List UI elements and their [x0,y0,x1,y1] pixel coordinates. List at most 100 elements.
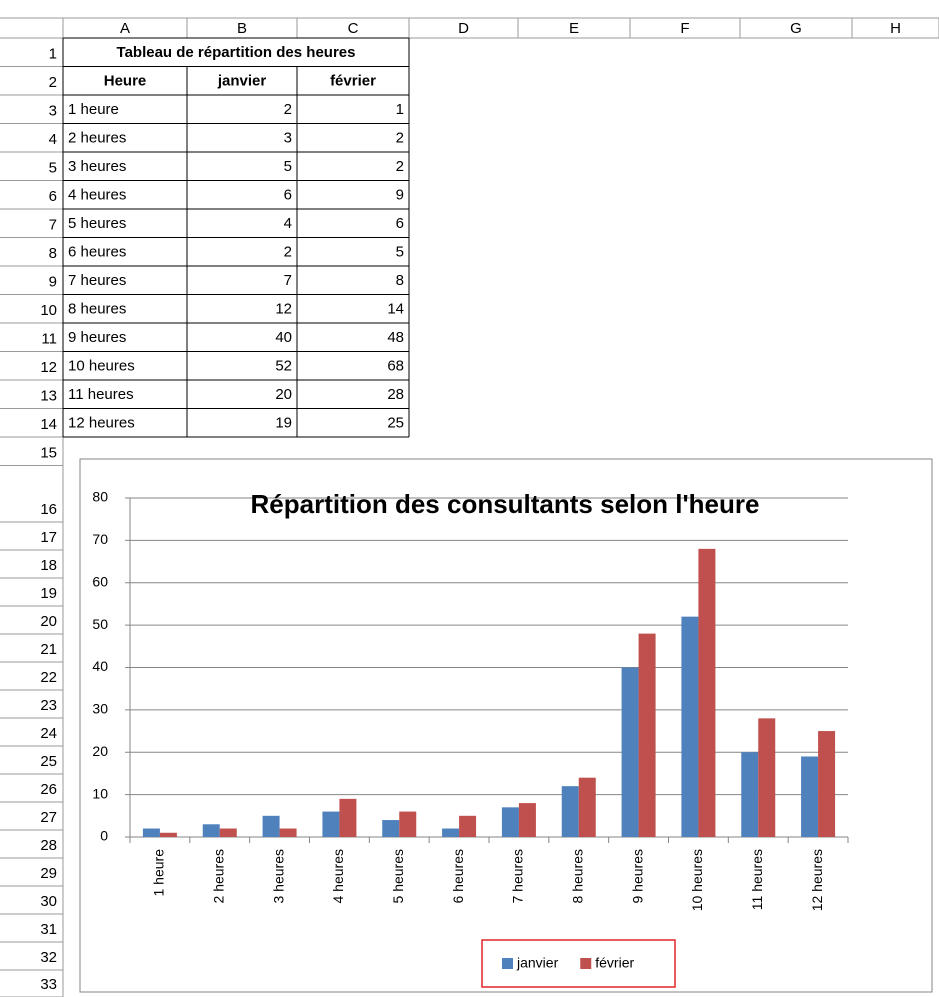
table-title: Tableau de répartition des heures [117,44,356,61]
table-cell: 6 heures [68,244,126,261]
bar [698,548,716,837]
x-tick-label: 10 heures [689,849,705,911]
bar [801,756,819,837]
y-tick-label: 20 [92,743,108,759]
row-header: 11 [41,330,57,347]
table-cell: 2 [396,130,404,147]
row-header: 15 [40,444,57,461]
column-header: C [348,20,359,37]
table-cell: 2 [284,101,292,118]
x-tick-label: 2 heures [210,849,226,903]
x-tick-label: 11 heures [749,849,765,910]
table-cell: 52 [275,358,292,375]
table-cell: 3 heures [68,158,126,175]
bar [142,828,160,837]
bar [561,786,579,837]
y-tick-label: 0 [100,828,108,844]
table-cell: 10 heures [68,358,135,375]
row-header: 30 [40,893,57,910]
x-tick-label: 6 heures [450,849,466,903]
table-cell: 4 [284,215,292,232]
table-cell: 12 [275,301,292,318]
bar [818,731,836,837]
x-tick-label: 1 heure [151,849,167,897]
table-cell: 2 [284,244,292,261]
table-cell: 28 [387,386,404,403]
row-header: 14 [40,416,57,433]
table-cell: 9 [396,187,404,204]
y-tick-label: 60 [92,573,108,589]
row-header: 13 [40,387,57,404]
table-cell: 48 [387,329,404,346]
x-tick-label: 7 heures [510,849,526,903]
column-header: D [458,20,469,37]
table-cell: 2 heures [68,130,126,147]
row-header: 21 [40,641,57,658]
bar [382,820,400,837]
y-tick-label: 40 [92,658,108,674]
table-cell: 1 heure [68,101,119,118]
table-cell: 6 [284,187,292,204]
table-cell: 19 [275,415,292,432]
bar [758,718,776,837]
table-header: Heure [104,73,147,90]
row-header: 3 [49,102,57,119]
y-tick-label: 50 [92,616,108,632]
bar [159,832,177,837]
legend-label: février [595,955,634,971]
bar [279,828,297,837]
legend-swatch [580,958,592,969]
column-header: B [237,20,247,37]
table-cell: 2 [396,158,404,175]
bar [442,828,460,837]
table-cell: 4 heures [68,187,126,204]
column-header: G [790,20,802,37]
row-header: 20 [40,613,57,630]
table-cell: 14 [387,301,404,318]
row-header: 7 [49,216,57,233]
bar [578,777,596,837]
bar [202,824,220,837]
row-header: 22 [40,669,57,686]
row-header: 32 [40,949,57,966]
table-cell: 6 [396,215,404,232]
table-cell: 5 heures [68,215,126,232]
y-tick-label: 30 [92,701,108,717]
legend-swatch [502,958,513,969]
table-header: février [330,73,376,90]
bar [741,752,759,837]
bar [681,616,699,837]
table-cell: 40 [275,329,292,346]
table-cell: 8 [396,272,404,289]
row-header: 5 [49,159,57,176]
column-header: F [680,20,689,37]
table-cell: 5 [284,158,292,175]
column-header: A [120,20,130,37]
row-header: 8 [49,245,57,262]
row-header: 4 [49,131,57,148]
row-header: 12 [40,359,57,376]
table-cell: 12 heures [68,415,135,432]
table-cell: 11 heures [68,386,134,403]
column-header: H [890,20,901,37]
column-header: E [569,20,579,37]
bar [459,815,477,837]
row-header: 24 [40,725,57,742]
bar [501,807,519,837]
table-cell: 5 [396,244,404,261]
x-tick-label: 4 heures [330,849,346,903]
x-tick-label: 3 heures [270,849,286,903]
row-header: 6 [49,188,57,205]
row-header: 27 [40,809,57,826]
row-header: 17 [40,529,57,546]
chart-area [79,458,933,993]
table-cell: 68 [387,358,404,375]
table-header: janvier [217,73,267,90]
row-header: 2 [49,74,57,91]
row-header: 1 [49,45,57,62]
legend-label: janvier [516,955,559,971]
x-tick-label: 12 heures [809,849,825,911]
bar [399,811,417,837]
row-header: 29 [40,865,57,882]
